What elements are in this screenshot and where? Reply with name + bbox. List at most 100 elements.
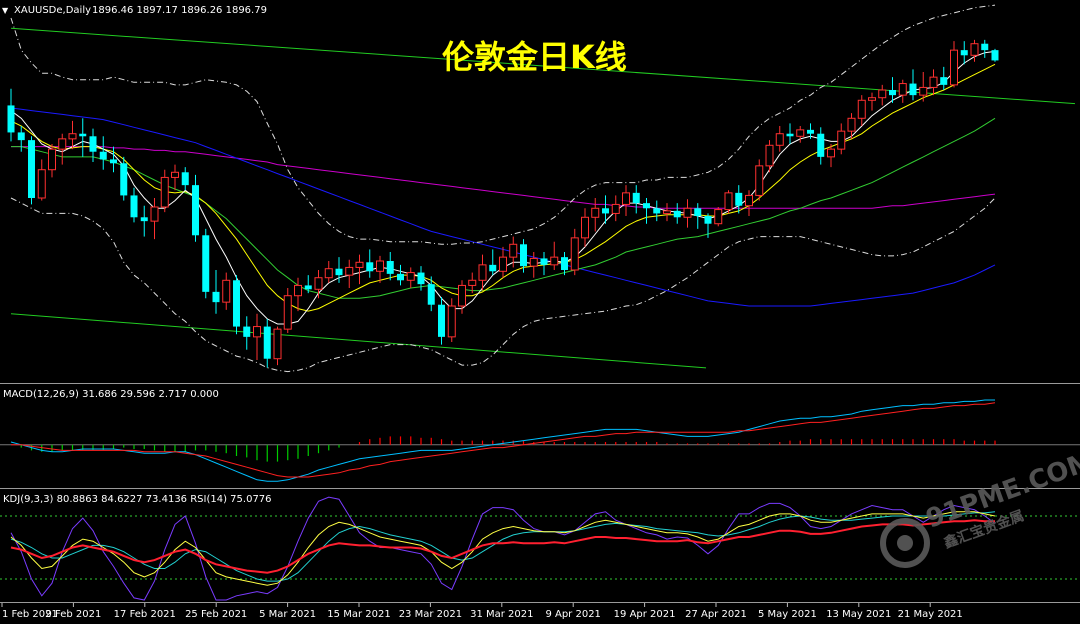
candle	[253, 313, 261, 360]
candle	[775, 126, 784, 152]
candle	[99, 136, 107, 170]
candle-body-up	[857, 99, 866, 119]
x-tick-label: 1 Feb 2021	[2, 609, 58, 620]
candle-body-up	[48, 148, 56, 171]
candle-body-down	[427, 284, 435, 305]
x-tick-label: 5 May 2021	[758, 609, 817, 620]
candle-body-down	[7, 105, 15, 133]
watermark-logo-dot-icon	[897, 535, 913, 551]
kdj-rsi-panel	[0, 496, 1080, 601]
candle-body-down	[89, 136, 97, 152]
x-tick-label: 25 Feb 2021	[185, 609, 247, 620]
x-tick-label: 17 Feb 2021	[114, 609, 176, 620]
candle-body-up	[714, 209, 723, 225]
candle	[981, 39, 989, 58]
candle	[735, 185, 743, 214]
candle	[160, 169, 169, 213]
candle	[212, 270, 220, 314]
candle	[222, 272, 231, 310]
candle-body-up	[458, 284, 466, 307]
candle-body-down	[140, 217, 148, 222]
candle	[683, 199, 692, 228]
candle	[120, 156, 128, 201]
candle	[570, 228, 579, 276]
rsi-line	[10, 519, 995, 574]
x-tick-label: 27 Apr 2021	[685, 609, 747, 620]
candle	[345, 259, 354, 288]
candle	[324, 261, 333, 283]
candle-body-up	[765, 144, 774, 167]
candle-body-up	[447, 305, 456, 338]
candle-body-up	[294, 284, 302, 297]
candle-body-up	[950, 49, 958, 86]
candle-body-up	[827, 148, 835, 158]
dropdown-arrow-icon[interactable]: ▼	[2, 6, 9, 15]
candle-body-up	[970, 43, 979, 56]
candle	[868, 92, 876, 111]
candle-body-down	[981, 43, 989, 51]
candle-body-up	[171, 171, 179, 178]
candle	[335, 257, 343, 283]
candle	[447, 298, 456, 342]
candle-body-down	[673, 210, 681, 218]
candle-body-down	[417, 272, 425, 285]
candle-body-up	[868, 97, 876, 101]
candle	[304, 275, 312, 294]
candle	[140, 205, 148, 237]
candle	[243, 316, 251, 350]
candle	[622, 185, 630, 216]
candle	[591, 198, 600, 232]
candle-body-down	[181, 172, 189, 186]
candle	[478, 254, 487, 291]
candle	[765, 140, 774, 173]
candle	[79, 118, 87, 157]
candle	[704, 213, 712, 238]
candle-body-up	[919, 86, 928, 96]
candle	[837, 123, 846, 155]
candle	[417, 266, 425, 291]
candle-body-up	[345, 266, 354, 276]
candle-body-down	[786, 133, 794, 137]
candle-body-up	[683, 207, 692, 218]
candle-body-up	[581, 216, 589, 239]
candle-body-up	[570, 237, 579, 271]
candle	[909, 69, 917, 101]
candle-body-down	[17, 132, 25, 141]
candle-body-up	[324, 268, 333, 279]
candle	[807, 123, 814, 139]
candle	[283, 288, 292, 333]
candle	[529, 252, 538, 278]
candle-body-up	[283, 295, 292, 330]
candle-body-down	[889, 90, 896, 96]
candle-body-up	[755, 165, 764, 196]
candle-body-down	[99, 151, 107, 160]
candle-body-down	[304, 285, 312, 290]
candle-body-down	[991, 50, 999, 61]
candle	[202, 228, 210, 299]
candle-body-up	[273, 328, 282, 360]
x-tick-label: 9 Apr 2021	[545, 609, 600, 620]
candle-body-up	[898, 83, 907, 96]
candle	[150, 198, 159, 240]
candle	[919, 72, 928, 102]
candle	[550, 241, 559, 270]
candle	[397, 264, 404, 286]
candle-body-down	[192, 185, 199, 236]
candle-body-up	[37, 169, 46, 199]
candle	[755, 159, 764, 201]
candle	[960, 41, 968, 65]
candle-body-up	[775, 133, 784, 146]
candle	[724, 190, 733, 214]
candle-body-up	[837, 130, 846, 150]
candle-body-up	[796, 129, 805, 137]
candle	[714, 207, 723, 227]
candle-body-down	[704, 216, 712, 224]
candle	[898, 79, 907, 103]
x-tick-label: 15 Mar 2021	[327, 609, 390, 620]
candle-body-down	[79, 133, 87, 137]
candle	[438, 297, 445, 345]
kdj-j-line	[10, 496, 996, 601]
x-tick-label: 9 Feb 2021	[45, 609, 101, 620]
